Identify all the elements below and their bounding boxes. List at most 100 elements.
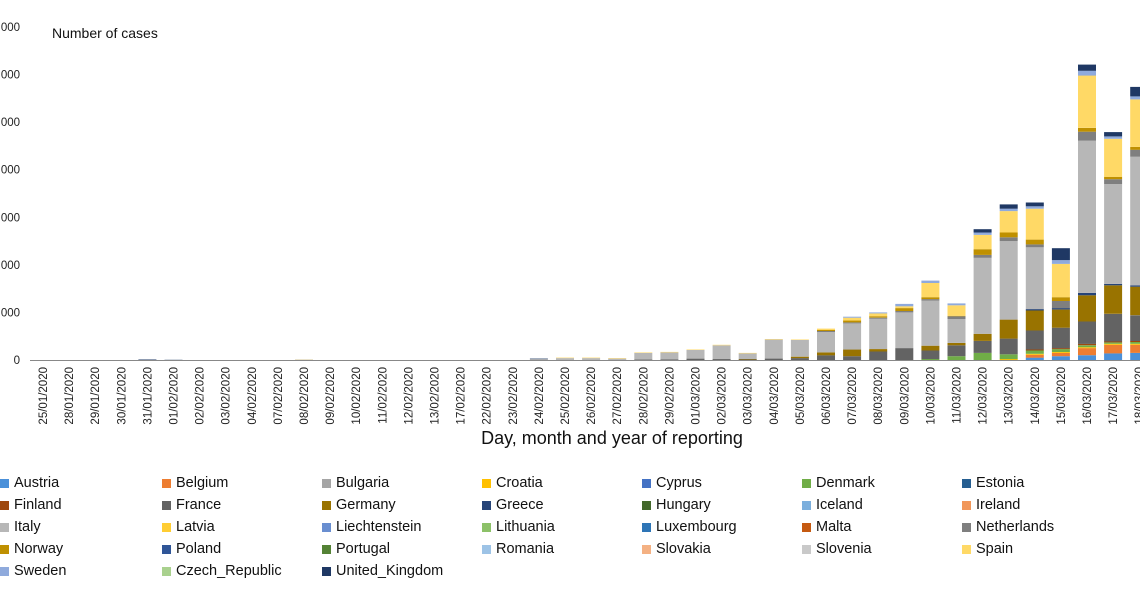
bar-segment xyxy=(895,311,914,313)
bar-segment xyxy=(895,308,914,311)
bar-segment xyxy=(1104,176,1123,180)
x-tick-label: 09/02/2020 xyxy=(325,367,337,425)
bar-segment xyxy=(764,339,783,340)
legend-item: Malta xyxy=(802,517,851,537)
bar-segment xyxy=(843,323,862,350)
bar-segment xyxy=(999,241,1018,320)
bar-segment xyxy=(1078,127,1096,132)
bar-segment xyxy=(1104,341,1123,343)
bar-segment xyxy=(999,338,1018,355)
y-axis-title: Number of cases xyxy=(52,25,158,41)
legend-item: Portugal xyxy=(322,539,390,559)
bar-segment xyxy=(1104,136,1123,139)
legend-label: Estonia xyxy=(976,475,1025,491)
legend-item: United_Kingdom xyxy=(322,561,443,581)
bar-segment xyxy=(1130,86,1140,97)
bar-segment xyxy=(869,317,888,319)
bar-segment xyxy=(999,237,1018,242)
bar-segment xyxy=(973,249,992,255)
bar-segment xyxy=(895,303,914,307)
bar-segment xyxy=(869,351,888,360)
bar-segment xyxy=(1130,315,1140,341)
x-tick-label: 25/02/2020 xyxy=(560,367,572,425)
bar-segment xyxy=(843,356,862,360)
bar-segment xyxy=(764,358,783,360)
bar-segment xyxy=(1104,344,1123,354)
legend-label: Poland xyxy=(176,541,222,557)
x-tick-label: 28/02/2020 xyxy=(638,367,650,425)
legend-swatch xyxy=(0,566,9,576)
legend-label: Lithuania xyxy=(496,519,555,535)
bar-segment xyxy=(1051,351,1070,353)
bar-segment xyxy=(764,339,783,359)
bar-segment xyxy=(634,352,653,360)
bar-segment xyxy=(973,333,992,341)
bar-segment xyxy=(973,232,992,235)
y-tick-label: 000 xyxy=(1,70,20,82)
bar-segment xyxy=(1051,327,1070,349)
x-tick-label: 06/03/2020 xyxy=(821,367,833,425)
bar-segment xyxy=(1078,355,1096,360)
legend-item: Ireland xyxy=(962,495,1020,515)
bar-segment xyxy=(947,305,966,316)
bar-segment xyxy=(947,345,966,357)
legend-swatch xyxy=(802,522,811,532)
bar-segment xyxy=(738,359,757,360)
legend-swatch xyxy=(802,500,811,510)
legend-label: Portugal xyxy=(336,541,391,557)
bar-segment xyxy=(582,358,601,360)
bar-segment xyxy=(712,359,731,360)
legend-label: Netherlands xyxy=(976,519,1055,535)
legend-label: Norway xyxy=(14,541,64,557)
bar-segment xyxy=(1104,342,1123,344)
bar-segment xyxy=(947,356,966,360)
bar-segment xyxy=(869,349,888,352)
bar-segment xyxy=(1025,357,1044,360)
legend-swatch xyxy=(162,478,171,488)
bar-segment xyxy=(1078,348,1096,356)
bar-segment xyxy=(973,352,992,360)
x-axis-title: Day, month and year of reporting xyxy=(481,428,743,448)
x-tick-label: 23/02/2020 xyxy=(508,367,520,425)
bar-segment xyxy=(999,208,1018,212)
bar-segment xyxy=(869,313,888,317)
x-tick-label: 12/03/2020 xyxy=(978,367,990,425)
bar-segment xyxy=(790,340,809,357)
bar-segment xyxy=(999,359,1018,360)
y-tick-label: 000 xyxy=(1,307,20,319)
bar-segment xyxy=(1130,344,1140,353)
legend-swatch xyxy=(482,500,491,510)
bar-segment xyxy=(1025,309,1044,311)
bar-segment xyxy=(1130,156,1140,286)
bar-segment xyxy=(843,322,862,324)
legend-item: Luxembourg xyxy=(642,517,737,537)
legend-item: Lithuania xyxy=(482,517,555,537)
x-axis-ticks: 25/01/2020 28/01/2020 29/01/2020 30/01/2020… xyxy=(38,367,1140,425)
legend-label: Greece xyxy=(496,497,544,513)
bar-segment xyxy=(921,345,940,351)
bar-segment xyxy=(582,357,601,359)
bar-segment xyxy=(869,312,888,314)
bar-segment xyxy=(1078,292,1096,296)
bar-segment xyxy=(1104,179,1123,184)
legend-item: Slovenia xyxy=(802,539,872,559)
bar-segment xyxy=(1051,260,1070,264)
bar-segment xyxy=(1130,149,1140,157)
legend-swatch xyxy=(322,500,331,510)
x-tick-label: 04/02/2020 xyxy=(247,367,259,425)
legend-label: Italy xyxy=(14,519,41,535)
y-tick-label: 000 xyxy=(1,117,20,129)
bar-segment xyxy=(1078,321,1096,344)
bar-segment xyxy=(1130,286,1140,316)
bar-segment xyxy=(1025,330,1044,350)
legend-swatch xyxy=(322,478,331,488)
legend-item: Finland xyxy=(0,495,62,515)
bar-segment xyxy=(817,355,835,360)
bar-segment xyxy=(556,358,574,360)
legend-swatch xyxy=(0,500,9,510)
legend-label: Bulgaria xyxy=(336,475,390,491)
bar-segment xyxy=(895,306,914,309)
bar-segment xyxy=(1051,356,1070,360)
